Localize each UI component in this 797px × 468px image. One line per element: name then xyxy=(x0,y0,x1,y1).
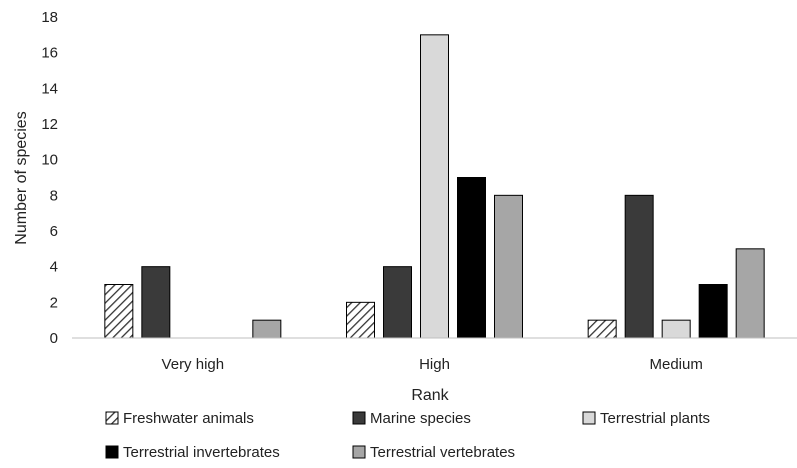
legend-swatch xyxy=(105,411,119,425)
legend: Freshwater animals Marine species Terrestr… xyxy=(105,410,710,461)
legend-item: Terrestrial invertebrates xyxy=(105,444,280,461)
y-tick-label: 10 xyxy=(41,152,58,169)
y-tick-label: 6 xyxy=(50,223,58,240)
x-axis: Very high High Medium xyxy=(72,337,797,373)
bar-terrestrial-invertebrates-medium xyxy=(698,284,728,339)
y-tick-label: 16 xyxy=(41,45,58,62)
legend-swatch xyxy=(352,411,366,425)
y-tick-label: 2 xyxy=(50,294,58,311)
bar-terrestrial-plants-medium xyxy=(661,319,691,339)
y-tick-label: 8 xyxy=(50,187,58,204)
bars-group xyxy=(104,34,765,339)
y-axis-title: Number of species xyxy=(13,111,30,244)
legend-label: Terrestrial plants xyxy=(600,410,710,427)
legend-swatch xyxy=(352,445,366,459)
bar-freshwater-animals-medium xyxy=(587,319,617,339)
legend-item: Marine species xyxy=(352,410,471,427)
legend-label: Terrestrial invertebrates xyxy=(123,444,280,461)
y-tick-label: 14 xyxy=(41,80,58,97)
legend-swatch xyxy=(582,411,596,425)
legend-swatch xyxy=(105,445,119,459)
legend-label: Marine species xyxy=(370,410,471,427)
bar-terrestrial-vertebrates-high xyxy=(494,194,523,339)
bar-freshwater-animals-very-high xyxy=(104,284,134,339)
legend-item: Freshwater animals xyxy=(105,410,254,427)
x-axis-title: Rank xyxy=(411,387,449,404)
y-tick-label: 12 xyxy=(41,116,58,133)
bar-marine-species-medium xyxy=(624,194,654,339)
bar-terrestrial-invertebrates-high xyxy=(457,177,486,339)
legend-label: Terrestrial vertebrates xyxy=(370,444,515,461)
legend-label: Freshwater animals xyxy=(123,410,254,427)
y-axis: 0 2 4 6 8 10 12 14 16 18 xyxy=(41,9,58,347)
y-tick-label: 18 xyxy=(41,9,58,26)
bar-freshwater-animals-high xyxy=(346,301,375,339)
legend-item: Terrestrial vertebrates xyxy=(352,444,515,461)
x-tick-label: Very high xyxy=(162,356,225,373)
y-tick-label: 0 xyxy=(50,330,58,347)
y-tick-label: 4 xyxy=(50,259,58,276)
bar-terrestrial-vertebrates-very-high xyxy=(252,319,282,339)
x-tick-label: Medium xyxy=(649,356,702,373)
bar-marine-species-very-high xyxy=(141,266,171,339)
legend-item: Terrestrial plants xyxy=(582,410,710,427)
bar-terrestrial-vertebrates-medium xyxy=(735,248,765,339)
bar-terrestrial-plants-high xyxy=(420,34,449,339)
x-tick-label: High xyxy=(419,356,450,373)
bar-marine-species-high xyxy=(383,266,412,339)
